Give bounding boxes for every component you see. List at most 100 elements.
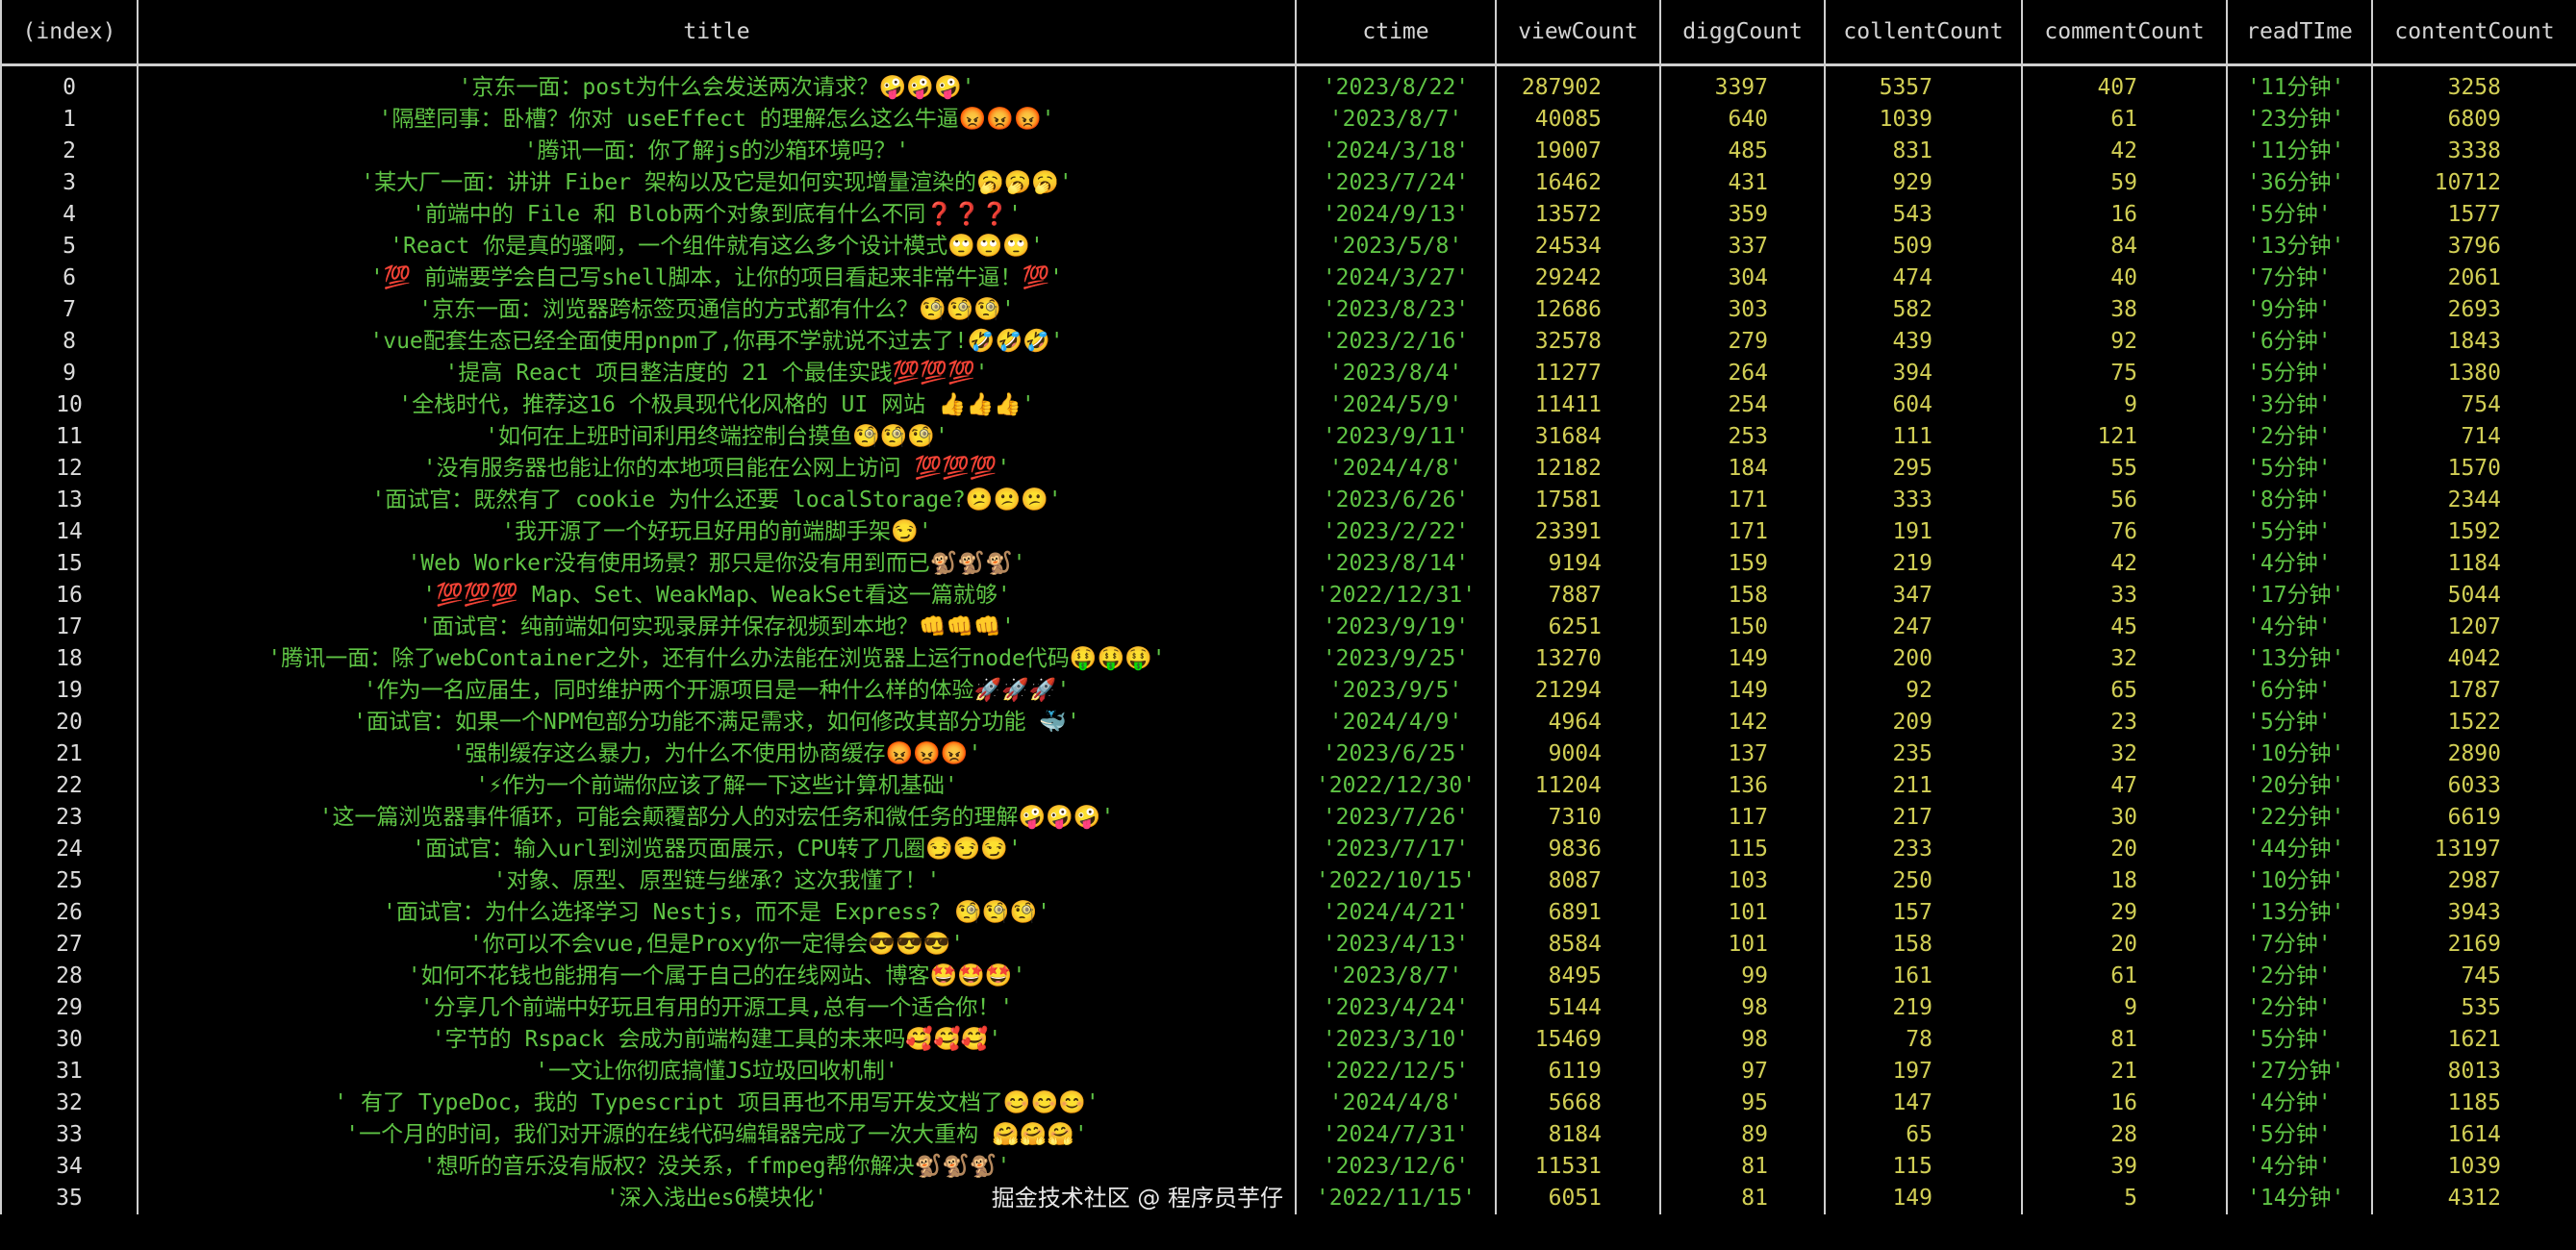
cell-comment-count: 61 bbox=[2022, 104, 2228, 136]
cell-view-count: 6251 bbox=[1496, 612, 1661, 643]
table-row: 2 '腾讯一面：你了解js的沙箱环境吗？' '2024/3/18' 19007 485 8… bbox=[0, 136, 2576, 167]
cell-read-time: '13分钟' bbox=[2227, 231, 2373, 262]
cell-collent-count: 394 bbox=[1825, 358, 2023, 389]
cell-title: '想听的音乐没有版权？没关系，ffmpeg帮你解决🐒🐒🐒' bbox=[138, 1151, 1297, 1183]
cell-ctime: '2022/11/15' bbox=[1296, 1183, 1497, 1214]
cell-index: 20 bbox=[0, 707, 139, 738]
title-text: '强制缓存这么暴力，为什么不使用协商缓存😡😡😡' bbox=[451, 741, 982, 766]
cell-ctime: '2023/7/24' bbox=[1296, 167, 1497, 199]
cell-index: 30 bbox=[0, 1024, 139, 1056]
cell-collent-count: 604 bbox=[1825, 389, 2023, 421]
cell-digg-count: 150 bbox=[1660, 612, 1826, 643]
cell-digg-count: 117 bbox=[1660, 802, 1826, 834]
cell-digg-count: 254 bbox=[1660, 389, 1826, 421]
cell-comment-count: 28 bbox=[2022, 1119, 2228, 1151]
title-text: 'React 你是真的骚啊，一个组件就有这么多个设计模式🙄🙄🙄' bbox=[390, 234, 1044, 259]
cell-title: '京东一面：浏览器跨标签页通信的方式都有什么？🧐🧐🧐' bbox=[138, 294, 1297, 326]
cell-title: '我开源了一个好玩且好用的前端脚手架😏' bbox=[138, 516, 1297, 548]
cell-title: '这一篇浏览器事件循环，可能会颠覆部分人的对宏任务和微任务的理解🤪🤪🤪' bbox=[138, 802, 1297, 834]
cell-comment-count: 23 bbox=[2022, 707, 2228, 738]
cell-collent-count: 929 bbox=[1825, 167, 2023, 199]
cell-read-time: '5分钟' bbox=[2227, 1119, 2373, 1151]
cell-content-count: 2693 bbox=[2372, 294, 2576, 326]
cell-digg-count: 279 bbox=[1660, 326, 1826, 358]
cell-comment-count: 56 bbox=[2022, 485, 2228, 516]
cell-view-count: 6051 bbox=[1496, 1183, 1661, 1214]
cell-view-count: 11204 bbox=[1496, 770, 1661, 802]
cell-collent-count: 295 bbox=[1825, 453, 2023, 485]
cell-ctime: '2023/4/13' bbox=[1296, 929, 1497, 961]
cell-digg-count: 158 bbox=[1660, 580, 1826, 612]
cell-index: 18 bbox=[0, 643, 139, 675]
cell-index: 31 bbox=[0, 1056, 139, 1088]
table-row: 10 '全栈时代，推荐这16 个极具现代化风格的 UI 网站 👍👍👍' '2024/… bbox=[0, 389, 2576, 421]
cell-index: 16 bbox=[0, 580, 139, 612]
table-row: 21 '强制缓存这么暴力，为什么不使用协商缓存😡😡😡' '2023/6/25' 900… bbox=[0, 738, 2576, 770]
cell-view-count: 8087 bbox=[1496, 865, 1661, 897]
cell-collent-count: 543 bbox=[1825, 199, 2023, 231]
cell-view-count: 12182 bbox=[1496, 453, 1661, 485]
title-text: '腾讯一面：你了解js的沙箱环境吗？' bbox=[523, 138, 910, 163]
cell-view-count: 9004 bbox=[1496, 738, 1661, 770]
cell-title: 'vue配套生态已经全面使用pnpm了,你再不学就说不过去了!🤣🤣🤣' bbox=[138, 326, 1297, 358]
cell-comment-count: 92 bbox=[2022, 326, 2228, 358]
cell-comment-count: 42 bbox=[2022, 548, 2228, 580]
cell-view-count: 13270 bbox=[1496, 643, 1661, 675]
cell-read-time: '5分钟' bbox=[2227, 453, 2373, 485]
cell-ctime: '2024/5/9' bbox=[1296, 389, 1497, 421]
cell-collent-count: 831 bbox=[1825, 136, 2023, 167]
cell-collent-count: 333 bbox=[1825, 485, 2023, 516]
cell-comment-count: 32 bbox=[2022, 738, 2228, 770]
cell-content-count: 6809 bbox=[2372, 104, 2576, 136]
cell-content-count: 1592 bbox=[2372, 516, 2576, 548]
cell-title: '面试官：如果一个NPM包部分功能不满足需求，如何修改其部分功能 🐳' bbox=[138, 707, 1297, 738]
cell-digg-count: 98 bbox=[1660, 1024, 1826, 1056]
title-text: '字节的 Rspack 会成为前端构建工具的未来吗🥰🥰🥰' bbox=[431, 1027, 1002, 1052]
cell-content-count: 535 bbox=[2372, 992, 2576, 1024]
cell-digg-count: 101 bbox=[1660, 897, 1826, 929]
cell-ctime: '2023/5/8' bbox=[1296, 231, 1497, 262]
cell-comment-count: 30 bbox=[2022, 802, 2228, 834]
cell-content-count: 5044 bbox=[2372, 580, 2576, 612]
cell-read-time: '10分钟' bbox=[2227, 738, 2373, 770]
cell-index: 33 bbox=[0, 1119, 139, 1151]
title-text: '想听的音乐没有版权？没关系，ffmpeg帮你解决🐒🐒🐒' bbox=[422, 1154, 1011, 1179]
cell-index: 11 bbox=[0, 421, 139, 453]
title-text: '作为一名应届生，同时维护两个开源项目是一种什么样的体验🚀🚀🚀' bbox=[363, 678, 1071, 703]
cell-index: 13 bbox=[0, 485, 139, 516]
cell-title: '提高 React 项目整洁度的 21 个最佳实践💯💯💯' bbox=[138, 358, 1297, 389]
cell-comment-count: 84 bbox=[2022, 231, 2228, 262]
cell-ctime: '2023/9/5' bbox=[1296, 675, 1497, 707]
title-text: '面试官：纯前端如何实现录屏并保存视频到本地？👊👊👊' bbox=[418, 614, 1015, 639]
cell-title: '如何在上班时间利用终端控制台摸鱼🧐🧐🧐' bbox=[138, 421, 1297, 453]
title-text: 'vue配套生态已经全面使用pnpm了,你再不学就说不过去了!🤣🤣🤣' bbox=[369, 329, 1064, 354]
cell-ctime: '2023/8/14' bbox=[1296, 548, 1497, 580]
cell-index: 8 bbox=[0, 326, 139, 358]
table-row: 11 '如何在上班时间利用终端控制台摸鱼🧐🧐🧐' '2023/9/11' 31684 2… bbox=[0, 421, 2576, 453]
cell-content-count: 3338 bbox=[2372, 136, 2576, 167]
cell-content-count: 8013 bbox=[2372, 1056, 2576, 1088]
cell-read-time: '5分钟' bbox=[2227, 199, 2373, 231]
cell-title: '⚡作为一个前端你应该了解一下这些计算机基础' bbox=[138, 770, 1297, 802]
cell-comment-count: 32 bbox=[2022, 643, 2228, 675]
cell-collent-count: 157 bbox=[1825, 897, 2023, 929]
cell-content-count: 4042 bbox=[2372, 643, 2576, 675]
cell-ctime: '2023/6/25' bbox=[1296, 738, 1497, 770]
cell-ctime: '2023/2/22' bbox=[1296, 516, 1497, 548]
cell-comment-count: 21 bbox=[2022, 1056, 2228, 1088]
cell-content-count: 1614 bbox=[2372, 1119, 2576, 1151]
cell-read-time: '5分钟' bbox=[2227, 1024, 2373, 1056]
cell-read-time: '5分钟' bbox=[2227, 707, 2373, 738]
cell-title: '面试官：既然有了 cookie 为什么还要 localStorage?😕😕😕' bbox=[138, 485, 1297, 516]
cell-view-count: 31684 bbox=[1496, 421, 1661, 453]
title-text: '面试官：既然有了 cookie 为什么还要 localStorage?😕😕😕' bbox=[371, 488, 1062, 512]
cell-index: 10 bbox=[0, 389, 139, 421]
cell-index: 35 bbox=[0, 1183, 139, 1214]
table-row: 22 '⚡作为一个前端你应该了解一下这些计算机基础' '2022/12/30' 112… bbox=[0, 770, 2576, 802]
cell-collent-count: 235 bbox=[1825, 738, 2023, 770]
cell-view-count: 7887 bbox=[1496, 580, 1661, 612]
title-text: '京东一面：浏览器跨标签页通信的方式都有什么？🧐🧐🧐' bbox=[418, 297, 1015, 322]
table-row: 1 '隔壁同事：卧槽？你对 useEffect 的理解怎么这么牛逼😡😡😡' '202… bbox=[0, 104, 2576, 136]
cell-content-count: 1380 bbox=[2372, 358, 2576, 389]
cell-ctime: '2023/7/26' bbox=[1296, 802, 1497, 834]
